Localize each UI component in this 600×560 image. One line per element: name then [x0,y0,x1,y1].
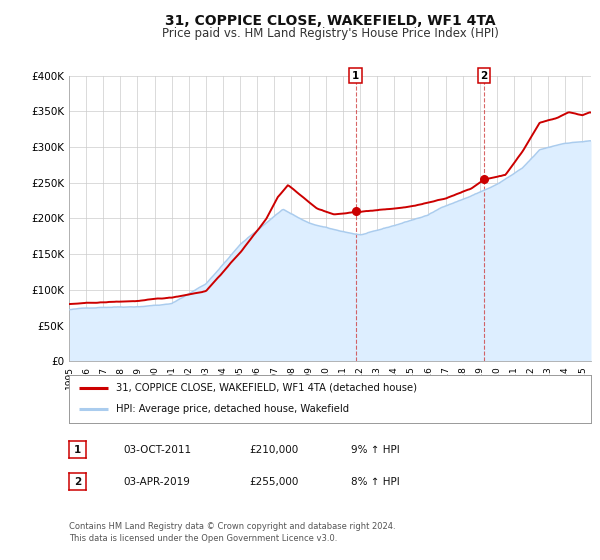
Text: £210,000: £210,000 [249,445,298,455]
Text: 31, COPPICE CLOSE, WAKEFIELD, WF1 4TA (detached house): 31, COPPICE CLOSE, WAKEFIELD, WF1 4TA (d… [116,382,417,393]
Text: 8% ↑ HPI: 8% ↑ HPI [351,477,400,487]
Text: HPI: Average price, detached house, Wakefield: HPI: Average price, detached house, Wake… [116,404,349,414]
Text: 31, COPPICE CLOSE, WAKEFIELD, WF1 4TA: 31, COPPICE CLOSE, WAKEFIELD, WF1 4TA [164,14,496,28]
Text: £255,000: £255,000 [249,477,298,487]
Text: 2: 2 [74,477,81,487]
Text: 1: 1 [74,445,81,455]
Text: 03-APR-2019: 03-APR-2019 [123,477,190,487]
Text: 03-OCT-2011: 03-OCT-2011 [123,445,191,455]
Text: 2: 2 [481,71,488,81]
Text: Contains HM Land Registry data © Crown copyright and database right 2024.
This d: Contains HM Land Registry data © Crown c… [69,522,395,543]
Text: 9% ↑ HPI: 9% ↑ HPI [351,445,400,455]
Text: Price paid vs. HM Land Registry's House Price Index (HPI): Price paid vs. HM Land Registry's House … [161,27,499,40]
Text: 1: 1 [352,71,359,81]
